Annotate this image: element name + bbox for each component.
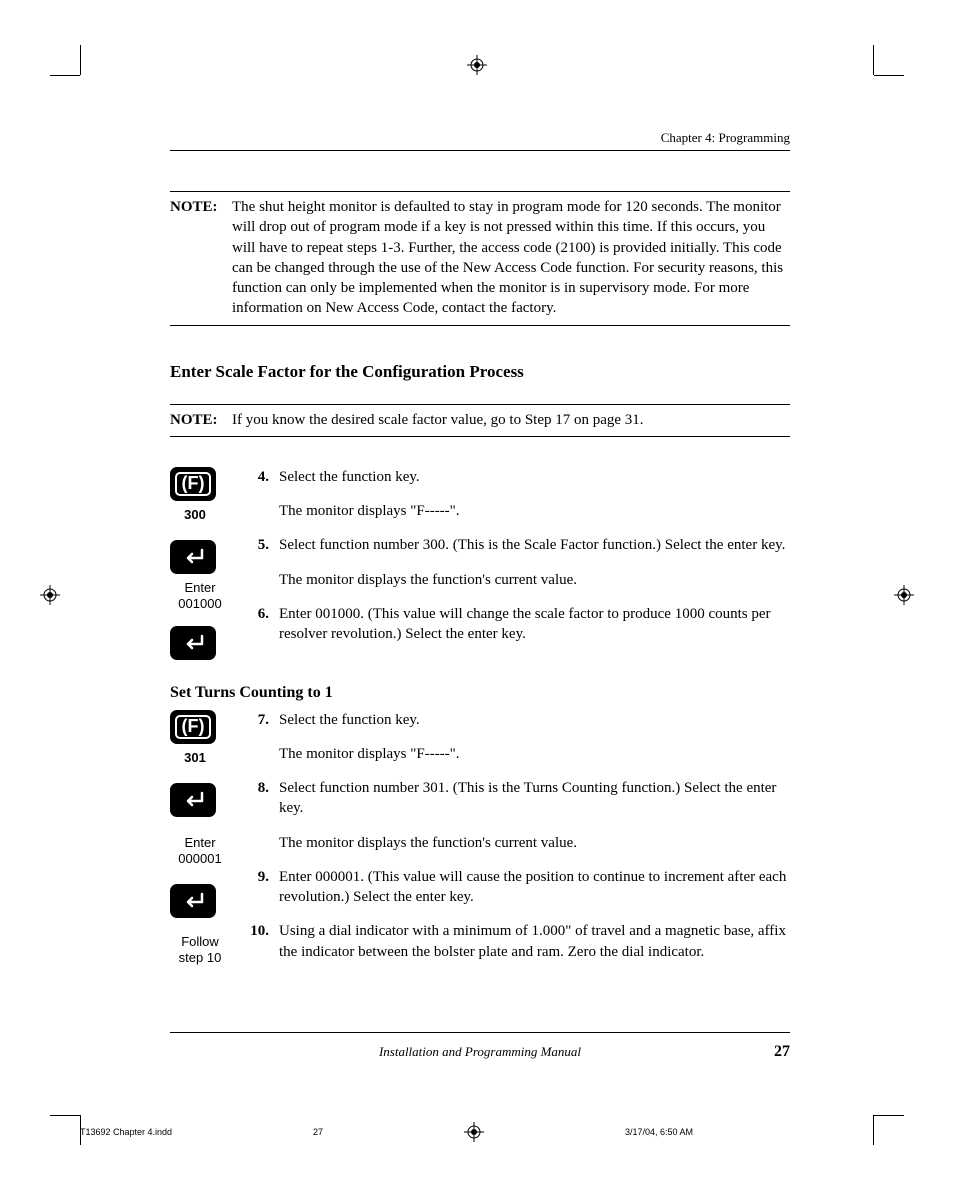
- key-caption: Follow step 10: [170, 934, 230, 965]
- step-text: Select function number 300. (This is the…: [279, 535, 790, 590]
- procedure-block: (F) 300 Enter 001000 4. Select the funct…: [170, 467, 790, 666]
- step-text: Enter 000001. (This value will cause the…: [279, 867, 790, 908]
- step-line: The monitor displays the function's curr…: [279, 833, 790, 853]
- step-list: 7. Select the function key. The monitor …: [245, 710, 790, 976]
- registration-mark-icon: [894, 585, 914, 605]
- print-file: T13692 Chapter 4.indd: [80, 1127, 172, 1137]
- section-heading: Enter Scale Factor for the Configuration…: [170, 362, 790, 382]
- footer-title: Installation and Programming Manual: [200, 1044, 760, 1060]
- step-item: 8. Select function number 301. (This is …: [245, 778, 790, 853]
- step-item: 10. Using a dial indicator with a minimu…: [245, 921, 790, 962]
- enter-key-icon: [170, 884, 216, 918]
- procedure-block: (F) 301 Enter 000001 Follow step 10 7. S…: [170, 710, 790, 976]
- enter-key-icon: [170, 540, 216, 574]
- subsection-heading: Set Turns Counting to 1: [170, 684, 790, 702]
- enter-key-icon: [170, 626, 216, 660]
- key-icon-column: (F) 301 Enter 000001 Follow step 10: [170, 710, 245, 976]
- note-body: If you know the desired scale factor val…: [232, 410, 790, 430]
- step-item: 7. Select the function key. The monitor …: [245, 710, 790, 765]
- crop-mark: [50, 75, 80, 76]
- note-body: The shut height monitor is defaulted to …: [232, 197, 790, 319]
- page-number: 27: [760, 1043, 790, 1061]
- function-key-label: (F): [175, 715, 211, 739]
- step-line: Enter 001000. (This value will change th…: [279, 604, 790, 645]
- step-number: 7.: [245, 710, 279, 765]
- note-label: NOTE:: [170, 410, 232, 430]
- registration-mark-icon: [467, 55, 487, 75]
- step-item: 4. Select the function key. The monitor …: [245, 467, 790, 522]
- step-number: 9.: [245, 867, 279, 908]
- running-head: Chapter 4: Programming: [170, 130, 790, 151]
- step-number: 5.: [245, 535, 279, 590]
- step-text: Select the function key. The monitor dis…: [279, 710, 790, 765]
- registration-mark-icon: [464, 1122, 484, 1142]
- step-line: Select the function key.: [279, 710, 790, 730]
- step-text: Enter 001000. (This value will change th…: [279, 604, 790, 645]
- print-timestamp: 3/17/04, 6:50 AM: [625, 1127, 693, 1137]
- step-line: Using a dial indicator with a minimum of…: [279, 921, 790, 962]
- key-caption: 301: [170, 750, 220, 766]
- key-caption: 300: [170, 507, 220, 523]
- enter-key-icon: [170, 783, 216, 817]
- step-line: Select the function key.: [279, 467, 790, 487]
- step-text: Select function number 301. (This is the…: [279, 778, 790, 853]
- step-item: 5. Select function number 300. (This is …: [245, 535, 790, 590]
- step-line: The monitor displays "F-----".: [279, 501, 790, 521]
- registration-mark-icon: [40, 585, 60, 605]
- crop-mark: [873, 45, 874, 75]
- step-line: The monitor displays the function's curr…: [279, 570, 790, 590]
- print-sheet: 27: [313, 1127, 323, 1137]
- page-content: Chapter 4: Programming NOTE: The shut he…: [170, 130, 790, 976]
- function-key-icon: (F): [170, 710, 216, 744]
- key-caption: Enter 000001: [170, 835, 230, 866]
- step-text: Using a dial indicator with a minimum of…: [279, 921, 790, 962]
- key-caption: Enter 001000: [170, 580, 230, 611]
- key-icon-column: (F) 300 Enter 001000: [170, 467, 245, 666]
- step-item: 9. Enter 000001. (This value will cause …: [245, 867, 790, 908]
- step-line: Enter 000001. (This value will cause the…: [279, 867, 790, 908]
- step-number: 6.: [245, 604, 279, 645]
- function-key-icon: (F): [170, 467, 216, 501]
- note-box: NOTE: The shut height monitor is default…: [170, 191, 790, 326]
- step-list: 4. Select the function key. The monitor …: [245, 467, 790, 666]
- step-number: 10.: [245, 921, 279, 962]
- step-item: 6. Enter 001000. (This value will change…: [245, 604, 790, 645]
- step-line: Select function number 300. (This is the…: [279, 535, 790, 555]
- print-slug: T13692 Chapter 4.indd 27 3/17/04, 6:50 A…: [80, 1122, 874, 1142]
- crop-mark: [874, 75, 904, 76]
- step-line: The monitor displays "F-----".: [279, 744, 790, 764]
- step-line: Select function number 301. (This is the…: [279, 778, 790, 819]
- page-footer: Installation and Programming Manual 27: [170, 1032, 790, 1061]
- step-text: Select the function key. The monitor dis…: [279, 467, 790, 522]
- crop-mark: [80, 45, 81, 75]
- note-label: NOTE:: [170, 197, 232, 319]
- step-number: 8.: [245, 778, 279, 853]
- note-box: NOTE: If you know the desired scale fact…: [170, 404, 790, 437]
- function-key-label: (F): [175, 472, 211, 496]
- crop-mark: [874, 1115, 904, 1116]
- crop-mark: [50, 1115, 80, 1116]
- step-number: 4.: [245, 467, 279, 522]
